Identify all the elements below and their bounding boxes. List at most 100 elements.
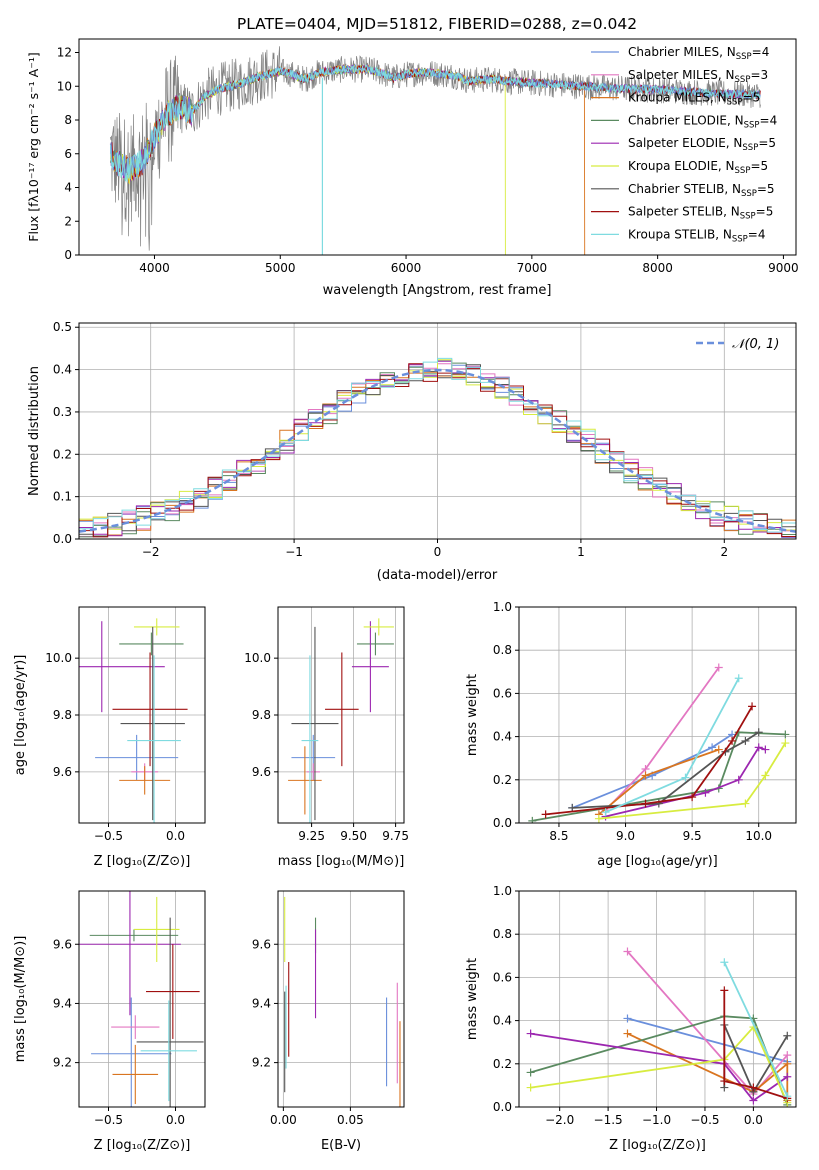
weight-point-kroupa-miles [714,745,723,754]
weight-point-salpeter-stelib [688,793,697,802]
age_vs_z-xtick-label: −0.5 [94,829,123,843]
spectrum-title: PLATE=0404, MJD=51812, FIBERID=0288, z=0… [237,15,637,33]
legend-label-suffix: =5 [756,205,774,219]
legend-label-main: Kroupa STELIB, N [628,227,732,241]
weight_vs_age-ytick-label: 0.4 [493,730,512,744]
mass_vs_ebv-marks [284,896,401,1107]
spectrum-ytick-label: 2 [64,214,72,228]
weight_vs_z-xtick-label: 0.0 [744,1113,763,1127]
age_vs_mass-xtick-label: 9.25 [298,829,325,843]
legend-label-salpeter-elodie: Salpeter ELODIE, NSSP=5 [628,136,776,153]
weight-line-salpeter-miles [626,950,788,1096]
weight_vs_z-ytick-label: 0.8 [493,927,512,941]
histogram-xtick-label: −2 [142,545,160,559]
spectrum-ytick-label: 0 [64,248,72,262]
weight-point-salpeter-stelib [748,702,757,711]
histogram-steps-salpeter-stelib [79,363,796,539]
legend-label-sub: SSP [727,98,743,108]
histogram-xtick-label: −1 [285,545,303,559]
weight-point-salpeter-miles [783,1051,792,1060]
legend-label-main: Chabrier ELODIE, N [628,113,744,127]
age_vs_mass-ytick-label: 9.8 [252,708,271,722]
weight_vs_z-ytick-label: 1.0 [493,884,512,898]
spectrum-xtick-label: 7000 [517,261,548,275]
age_vs_z-ytick-label: 9.8 [53,708,72,722]
mass_vs_z-ylabel: mass [log₁₀(M/M⊙)] [13,936,28,1063]
weight-point-salpeter-elodie [526,1029,535,1038]
mass_vs_z-xtick-label: 0.0 [166,1113,185,1127]
weight-point-salpeter-elodie [749,1096,758,1105]
age_vs_mass-xtick-label: 9.75 [382,829,409,843]
age-vs-z-panel: −0.5 0.0 9.6 9.8 10.0 Z [log₁₀(Z/Z⊙)] age [log… [13,606,206,869]
weight-point-salpeter-elodie [783,1072,792,1081]
weight_vs_z-ytick-label: 0.0 [493,1100,512,1114]
histogram-ytick-label: 0.0 [53,532,72,546]
legend-label-kroupa-elodie: Kroupa ELODIE, NSSP=5 [628,159,768,176]
legend-label-main: Kroupa ELODIE, N [628,159,735,173]
legend-label-main: Chabrier MILES, N [628,45,736,59]
weight_vs_age-xtick-label: 9.5 [683,829,702,843]
spectrum-axes-frame [78,38,797,256]
weight-point-salpeter-stelib [720,986,729,995]
weight_vs_age-xtick-label: 9.0 [616,829,635,843]
spectrum-ytick-label: 10 [57,79,72,93]
weight-vs-z-panel: −2.0 −1.5 −1.0 −0.5 0.0 0.0 0.2 0.4 0.6 0.8 1.0 Z [… [465,884,797,1153]
weight_vs_age-ytick-label: 1.0 [493,600,512,614]
weight-point-chabrier-elodie [781,730,790,739]
legend-label-chabrier-stelib: Chabrier STELIB, NSSP=5 [628,182,775,199]
age_vs_z-ytick-label: 9.6 [53,765,72,779]
weight-point-chabrier-stelib [783,1031,792,1040]
weight-line-salpeter-stelib [723,990,788,1100]
weight-point-chabrier-elodie [528,816,537,823]
mass_vs_ebv-ytick-label: 9.6 [252,937,271,951]
mass_vs_ebv-axes-frame [277,890,405,1108]
histogram-series-group [79,357,796,539]
histogram-ytick-label: 0.3 [53,405,72,419]
weight-point-salpeter-elodie [754,743,763,752]
mass-vs-ebv-panel: 0.00 0.05 9.2 9.4 9.6 E(B-V) [252,890,405,1153]
weight-point-kroupa-stelib [783,1092,792,1101]
legend-label-suffix: =4 [760,113,778,127]
histogram-ylabel: Normed distribution [27,366,42,496]
legend-label-sub: SSP [741,189,757,199]
weight_vs_age-xtick-label: 10.0 [745,829,772,843]
weight-point-kroupa-elodie [781,739,790,748]
histogram-ytick-label: 0.1 [53,490,72,504]
weight-point-chabrier-elodie [526,1068,535,1077]
weight_vs_z-axes-frame [518,890,797,1108]
mass_vs_ebv-ytick-label: 9.2 [252,1056,271,1070]
weight-point-salpeter-miles [623,947,632,956]
weight-point-kroupa-stelib [720,958,729,967]
weight-line-kroupa-elodie [530,1025,789,1104]
weight-point-chabrier-stelib [741,736,750,745]
legend-label-salpeter-miles: Salpeter MILES, NSSP=3 [628,68,768,85]
weight-line-salpeter-stelib [545,705,753,816]
mass_vs_z-axes-frame [78,890,206,1108]
spectrum-data-line [110,46,761,251]
weight_vs_z-ytick-label: 0.4 [493,1014,512,1028]
weight_vs_age-marks [528,663,790,823]
mass_vs_ebv-xlabel: E(B-V) [321,1138,361,1153]
age_vs_z-marks [79,618,188,823]
mass_vs_ebv-xtick-label: 0.00 [270,1113,297,1127]
legend-label-suffix: =5 [743,91,761,105]
weight-point-salpeter-stelib [728,736,737,745]
weight_vs_age-xlabel: age [log₁₀(age/yr)] [597,854,718,869]
histogram-ytick-label: 0.5 [53,320,72,334]
age_vs_z-xlabel: Z [log₁₀(Z/Z⊙)] [94,854,191,869]
legend-label-suffix: =4 [748,227,766,241]
age_vs_mass-xtick-label: 9.50 [340,829,367,843]
weight_vs_age-axes-frame [518,606,797,824]
legend-label-suffix: =3 [750,68,768,82]
spectrum-xtick-label: 6000 [391,261,422,275]
legend-label-main: Salpeter STELIB, N [628,205,740,219]
histogram-legend: 𝒩(0, 1) [696,337,779,352]
weight-point-kroupa-miles [783,1059,792,1068]
age_vs_z-ylabel: age [log₁₀(age/yr)] [13,655,28,776]
age_vs_mass-marks [288,618,394,823]
weight_vs_z-xtick-label: −1.5 [594,1113,623,1127]
legend-label-suffix: =5 [758,136,776,150]
weight-point-chabrier-miles [708,743,717,752]
weight_vs_z-xtick-label: −2.0 [545,1113,574,1127]
